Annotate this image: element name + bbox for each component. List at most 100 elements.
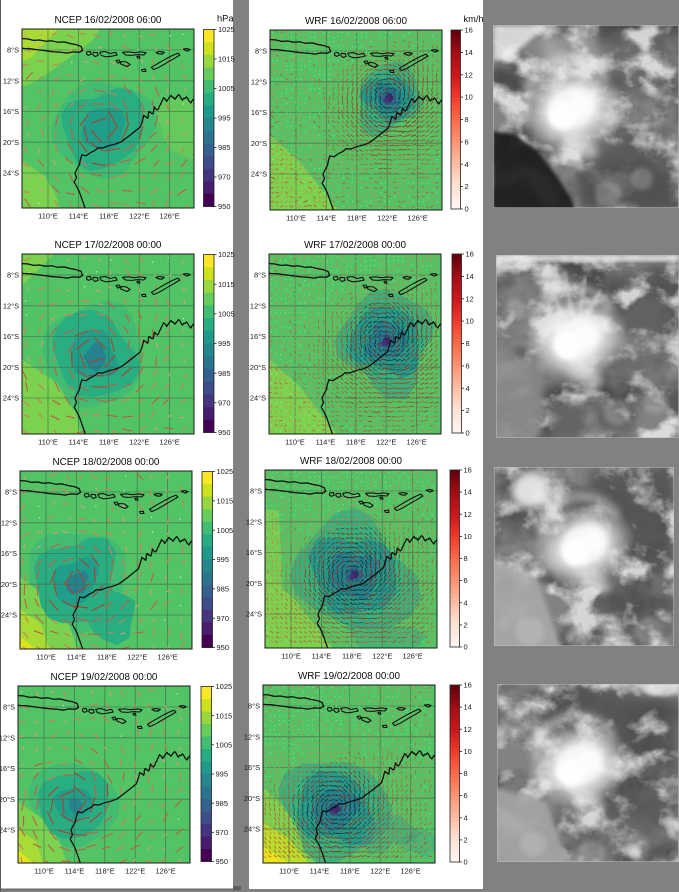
svg-text:114°E: 114°E	[67, 653, 87, 662]
svg-text:20°S: 20°S	[3, 363, 19, 372]
svg-text:24°S: 24°S	[250, 394, 266, 403]
svg-text:122°E: 122°E	[125, 867, 145, 876]
svg-text:8: 8	[465, 115, 469, 124]
svg-text:24°S: 24°S	[0, 826, 15, 835]
svg-text:126°E: 126°E	[407, 214, 427, 223]
svg-text:8°S: 8°S	[254, 271, 266, 280]
svg-text:16: 16	[464, 466, 472, 475]
svg-text:1015: 1015	[218, 280, 235, 289]
svg-text:122°E: 122°E	[372, 652, 392, 661]
svg-text:118°E: 118°E	[99, 212, 119, 221]
svg-text:WRF 19/02/2008 00:00: WRF 19/02/2008 00:00	[298, 671, 401, 682]
svg-text:126°E: 126°E	[159, 438, 179, 447]
svg-text:20°S: 20°S	[244, 794, 260, 803]
svg-text:995: 995	[216, 770, 229, 779]
svg-text:16: 16	[464, 681, 472, 690]
svg-text:16°S: 16°S	[3, 107, 19, 116]
svg-text:16°S: 16°S	[1, 549, 17, 558]
svg-text:4: 4	[464, 598, 468, 607]
svg-text:8°S: 8°S	[3, 703, 15, 712]
svg-text:16°S: 16°S	[246, 548, 262, 557]
svg-text:1005: 1005	[216, 740, 233, 749]
svg-text:122°E: 122°E	[129, 212, 149, 221]
svg-text:8°S: 8°S	[250, 487, 262, 496]
svg-text:12°S: 12°S	[1, 518, 17, 527]
svg-text:114°E: 114°E	[69, 212, 89, 221]
svg-text:114°E: 114°E	[69, 438, 89, 447]
svg-text:0: 0	[464, 643, 468, 652]
svg-text:118°E: 118°E	[346, 438, 366, 447]
svg-text:1005: 1005	[217, 526, 234, 535]
svg-text:16°S: 16°S	[251, 108, 267, 117]
svg-text:NCEP 19/02/2008 00:00: NCEP 19/02/2008 00:00	[51, 672, 158, 683]
svg-text:2: 2	[466, 406, 470, 415]
svg-text:8: 8	[464, 554, 468, 563]
svg-text:995: 995	[218, 114, 231, 123]
svg-text:118°E: 118°E	[342, 652, 362, 661]
svg-text:122°E: 122°E	[129, 438, 149, 447]
svg-text:8: 8	[464, 769, 468, 778]
svg-text:114°E: 114°E	[312, 652, 332, 661]
svg-text:6: 6	[464, 576, 468, 585]
svg-text:16°S: 16°S	[244, 763, 260, 772]
svg-text:20°S: 20°S	[3, 138, 19, 147]
svg-text:950: 950	[216, 857, 229, 866]
svg-text:16: 16	[465, 26, 473, 35]
svg-text:2: 2	[465, 182, 469, 191]
svg-text:1025: 1025	[216, 682, 233, 691]
svg-text:970: 970	[218, 398, 231, 407]
svg-text:995: 995	[218, 339, 231, 348]
svg-text:4: 4	[465, 160, 469, 169]
svg-text:970: 970	[217, 614, 230, 623]
svg-text:24°S: 24°S	[246, 610, 262, 619]
svg-text:16°S: 16°S	[3, 332, 19, 341]
svg-text:14: 14	[464, 703, 472, 712]
svg-text:1005: 1005	[218, 84, 235, 93]
svg-text:4: 4	[464, 813, 468, 822]
svg-text:110°E: 110°E	[286, 214, 306, 223]
svg-text:20°S: 20°S	[1, 580, 17, 589]
svg-text:122°E: 122°E	[370, 867, 390, 876]
svg-text:16°S: 16°S	[250, 332, 266, 341]
svg-text:1015: 1015	[216, 711, 233, 720]
svg-text:24°S: 24°S	[1, 611, 17, 620]
svg-text:14: 14	[465, 48, 473, 57]
svg-text:20°S: 20°S	[0, 795, 15, 804]
svg-text:114°E: 114°E	[317, 214, 337, 223]
svg-text:24°S: 24°S	[244, 825, 260, 834]
svg-text:12°S: 12°S	[250, 301, 266, 310]
svg-text:110°E: 110°E	[285, 438, 305, 447]
svg-text:14: 14	[466, 272, 474, 281]
svg-text:1025: 1025	[218, 250, 235, 259]
svg-text:122°E: 122°E	[377, 214, 397, 223]
svg-text:24°S: 24°S	[3, 169, 19, 178]
svg-text:985: 985	[218, 369, 231, 378]
svg-text:8°S: 8°S	[7, 46, 19, 55]
svg-text:985: 985	[218, 143, 231, 152]
svg-text:950: 950	[218, 428, 231, 437]
svg-text:126°E: 126°E	[155, 867, 175, 876]
svg-text:2: 2	[464, 836, 468, 845]
svg-text:985: 985	[217, 584, 230, 593]
svg-text:8°S: 8°S	[255, 47, 267, 56]
svg-text:995: 995	[217, 555, 230, 564]
svg-text:6: 6	[466, 362, 470, 371]
svg-text:10: 10	[466, 317, 474, 326]
svg-text:118°E: 118°E	[340, 867, 360, 876]
svg-text:110°E: 110°E	[34, 867, 54, 876]
svg-text:12: 12	[466, 294, 474, 303]
svg-text:985: 985	[216, 799, 229, 808]
svg-text:12°S: 12°S	[3, 76, 19, 85]
svg-text:NCEP 18/02/2008 00:00: NCEP 18/02/2008 00:00	[53, 457, 160, 468]
svg-text:WRF 16/02/2008 06:00: WRF 16/02/2008 06:00	[305, 16, 408, 27]
svg-text:126°E: 126°E	[406, 438, 426, 447]
svg-text:4: 4	[466, 384, 470, 393]
svg-text:970: 970	[216, 828, 229, 837]
svg-text:12: 12	[464, 725, 472, 734]
svg-text:NCEP 17/02/2008 00:00: NCEP 17/02/2008 00:00	[55, 240, 162, 251]
svg-text:122°E: 122°E	[127, 653, 147, 662]
svg-text:8°S: 8°S	[7, 271, 19, 280]
svg-text:110°E: 110°E	[38, 438, 58, 447]
svg-text:10: 10	[464, 747, 472, 756]
svg-text:1025: 1025	[218, 25, 235, 34]
